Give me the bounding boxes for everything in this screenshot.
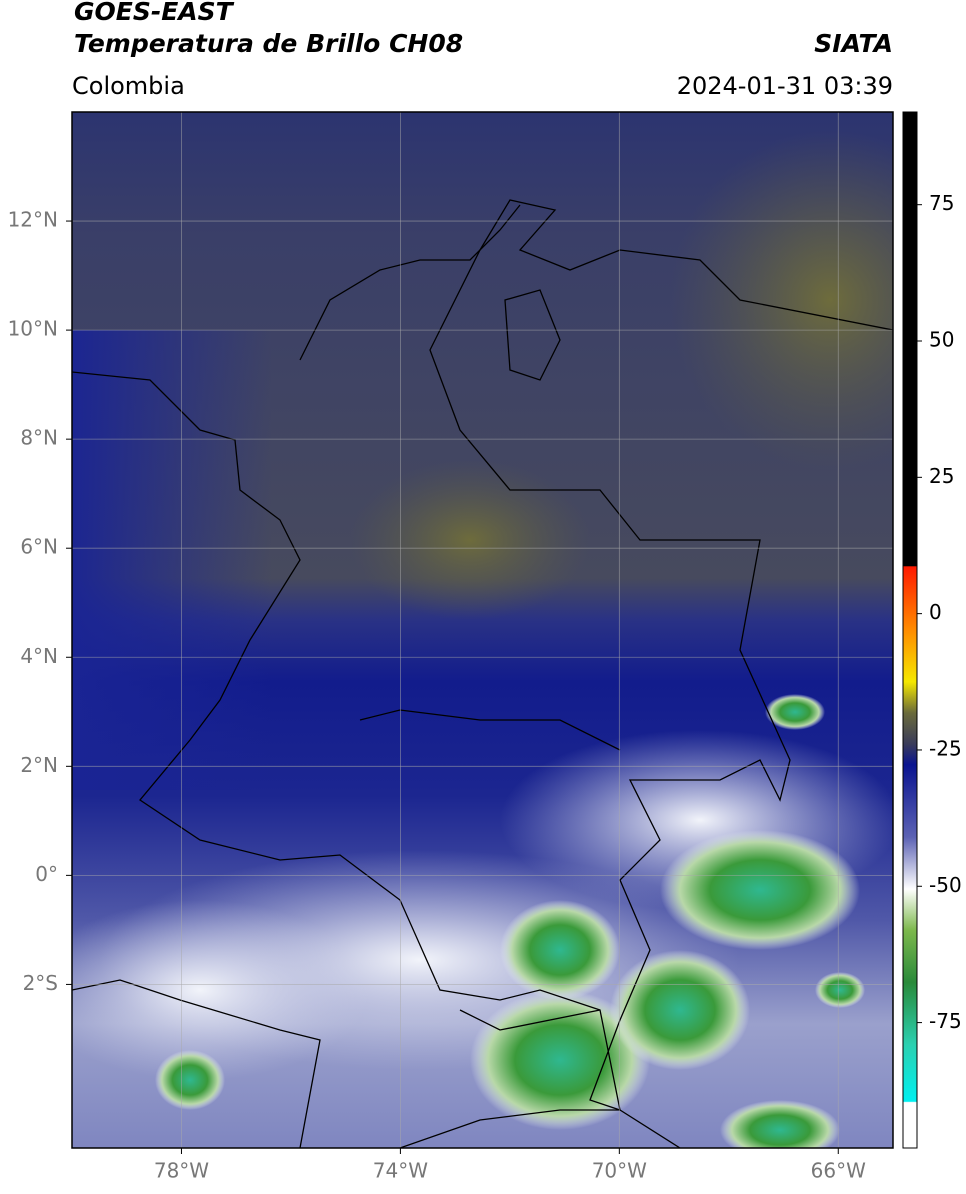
product: Temperatura de Brillo CH08	[74, 29, 463, 58]
colorbar-tick-label: 75	[929, 191, 954, 215]
lat-tick-label: 2°S	[23, 971, 58, 995]
lat-tick-label: 2°N	[20, 753, 58, 777]
source: SIATA	[814, 29, 893, 58]
satellite: GOES-EAST	[74, 0, 235, 26]
graticule	[72, 112, 893, 1148]
lon-tick-label: 74°W	[373, 1159, 428, 1183]
lat-tick-label: 12°N	[8, 208, 58, 232]
lat-tick-label: 0°	[35, 862, 58, 886]
colorbar-tick-label: 0	[929, 600, 942, 624]
lat-tick-label: 4°N	[20, 644, 58, 668]
colorbar-tick-label: -25	[929, 736, 962, 760]
colorbar-tick-label: -50	[929, 873, 962, 897]
lat-tick-label: 8°N	[20, 426, 58, 450]
timestamp: 2024-01-31 03:39	[677, 72, 893, 100]
lat-tick-label: 6°N	[20, 535, 58, 559]
lon-tick-label: 78°W	[154, 1159, 209, 1183]
colorbar-tick-label: 50	[929, 328, 954, 352]
colorbar-tick-label: 25	[929, 464, 954, 488]
map-frame	[71, 111, 894, 1149]
lon-tick-label: 66°W	[811, 1159, 866, 1183]
colorbar-tick-label: -75	[929, 1009, 962, 1033]
lon-tick-label: 70°W	[592, 1159, 647, 1183]
region: Colombia	[72, 72, 185, 100]
lat-tick-label: 10°N	[8, 317, 58, 341]
colorbar	[902, 111, 918, 1149]
satellite-image	[72, 112, 893, 1148]
